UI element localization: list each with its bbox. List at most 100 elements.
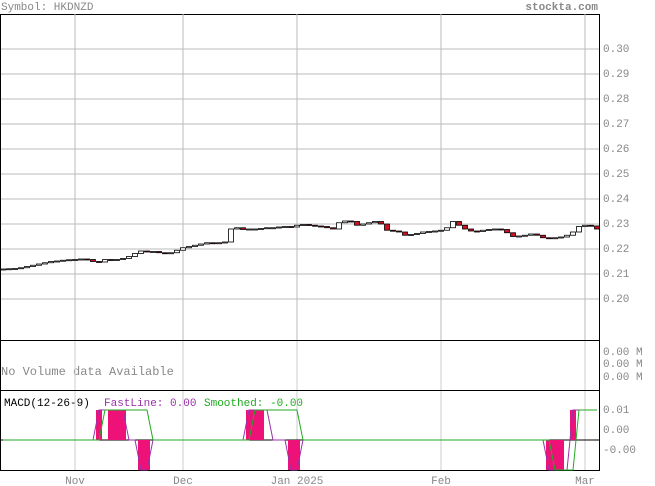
candle-body: [126, 256, 132, 259]
macd-tick-label: -0.00: [603, 445, 636, 457]
macd-tick-label: 0.01: [603, 405, 630, 417]
candle-body: [270, 227, 276, 230]
source: stockta.com: [525, 2, 598, 14]
macd-bar: [120, 410, 126, 440]
macd-bar: [288, 440, 294, 470]
candle-body: [474, 230, 480, 233]
y-tick-label: 0.24: [603, 194, 630, 206]
candle-body: [30, 264, 36, 267]
candle-body: [210, 242, 216, 245]
candle-body: [132, 253, 138, 257]
candle-body: [324, 226, 330, 229]
candle-body: [438, 229, 444, 232]
candle-body: [534, 233, 540, 236]
y-tick-label: 0.23: [603, 219, 629, 231]
macd-bar: [252, 410, 258, 440]
macd-bar: [246, 410, 252, 440]
candle-body: [234, 227, 240, 230]
candle-body: [72, 259, 78, 261]
candle-body: [360, 223, 366, 226]
candle-body: [102, 259, 108, 263]
candle-body: [384, 223, 390, 231]
candle-body: [36, 263, 42, 266]
volume-tick-label: 0.00 M: [603, 347, 643, 359]
y-tick-label: 0.28: [603, 94, 629, 106]
candle-body: [312, 224, 318, 227]
candle-body: [246, 228, 252, 231]
candle-body: [330, 227, 336, 230]
candle-body: [228, 228, 234, 243]
macd-panel: [0, 390, 600, 471]
y-tick-label: 0.25: [603, 169, 629, 181]
candle-body: [354, 221, 360, 226]
candle-body: [498, 228, 504, 231]
candle-body: [84, 258, 90, 261]
macd-bar: [138, 440, 144, 470]
y-tick-label: 0.30: [603, 44, 629, 56]
candle-body: [318, 225, 324, 228]
x-tick-label: Dec: [173, 476, 193, 486]
candle-body: [138, 250, 144, 254]
candle-body: [576, 226, 582, 233]
macd-title: MACD(12-26-9): [4, 398, 90, 410]
candle-body: [510, 232, 516, 237]
candle-body: [342, 220, 348, 224]
candle-body: [558, 236, 564, 239]
candle-body: [174, 249, 180, 254]
y-tick-label: 0.21: [603, 269, 630, 281]
volume-tick-label: 0.00 M: [603, 372, 643, 384]
candle-body: [522, 234, 528, 237]
macd-bar: [96, 410, 102, 440]
macd-bar: [570, 410, 576, 440]
candle-body: [108, 259, 114, 261]
y-tick-label: 0.29: [603, 69, 629, 81]
candle-body: [222, 241, 228, 244]
macd-bar: [114, 410, 120, 440]
candle-body: [60, 259, 66, 262]
candle-body: [294, 224, 300, 228]
candle-body: [0, 268, 6, 271]
candle-body: [204, 242, 210, 245]
candle-body: [336, 222, 342, 230]
candle-body: [288, 226, 294, 228]
candle-body: [504, 229, 510, 234]
candle-body: [546, 237, 552, 240]
candle-body: [114, 259, 120, 261]
macd-fast-label: FastLine: 0.00: [104, 398, 196, 410]
candle-body: [264, 227, 270, 230]
candle-body: [582, 224, 588, 227]
candle-body: [372, 221, 378, 224]
macd-bar: [258, 410, 264, 440]
x-tick-label: Feb: [431, 476, 451, 486]
candle-body: [396, 230, 402, 233]
candle-body: [54, 260, 60, 263]
candle-body: [378, 221, 384, 225]
candle-body: [366, 222, 372, 225]
candle-body: [90, 259, 96, 262]
candle-body: [66, 259, 72, 262]
candle-body: [252, 228, 258, 231]
candle-body: [24, 266, 30, 269]
candle-body: [48, 261, 54, 264]
candle-body: [408, 234, 414, 236]
candle-body: [96, 261, 102, 263]
macd-smoothed-label: Smoothed: -0.00: [204, 398, 303, 410]
candle-body: [480, 229, 486, 232]
candle-body: [552, 237, 558, 240]
candle-body: [348, 220, 354, 223]
candle-body: [486, 229, 492, 231]
candle-body: [282, 226, 288, 228]
candle-body: [402, 231, 408, 236]
candle-body: [450, 221, 456, 229]
candle-body: [462, 224, 468, 230]
candle-body: [564, 234, 570, 238]
candle-body: [6, 268, 12, 271]
candle-body: [180, 247, 186, 251]
candle-body: [78, 258, 84, 261]
candle-body: [276, 226, 282, 229]
macd-bar: [108, 410, 114, 440]
candle-body: [150, 251, 156, 253]
candle-body: [528, 233, 534, 236]
candle-body: [198, 243, 204, 246]
